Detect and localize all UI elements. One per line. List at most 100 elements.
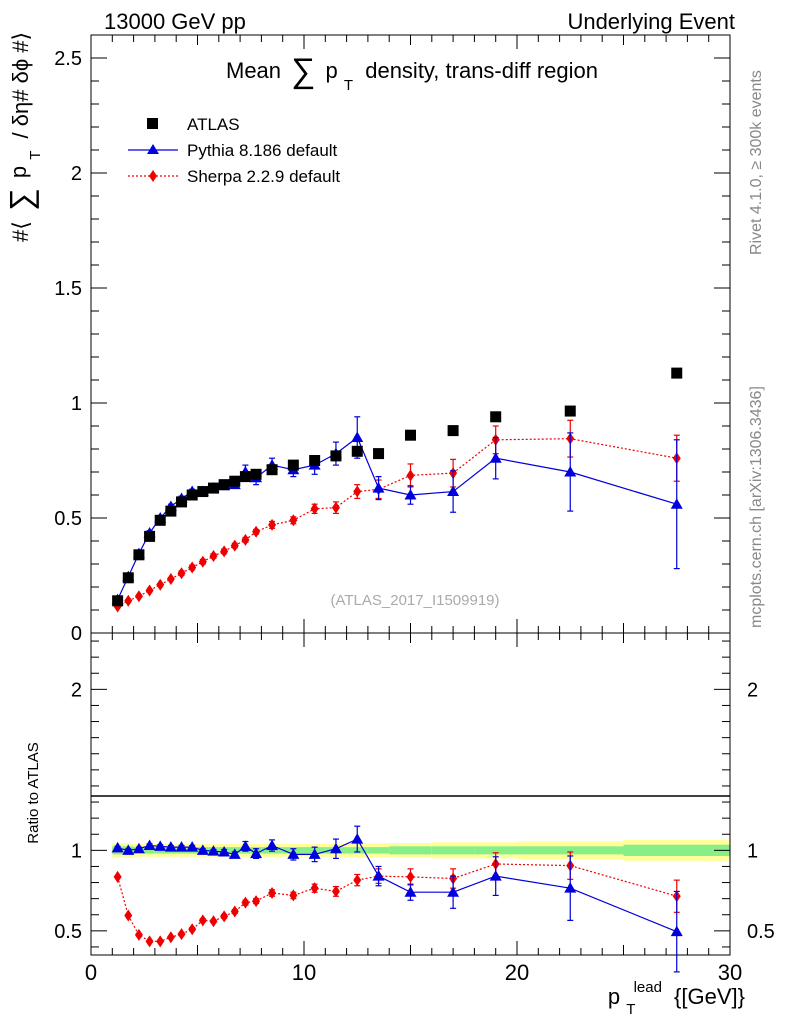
main-data-layer — [111, 367, 683, 613]
data-point-diamond — [220, 910, 229, 923]
y-tick-label: 2.5 — [54, 48, 82, 70]
data-point-diamond — [289, 514, 298, 527]
band-inner-segment — [517, 846, 624, 855]
band-inner-segment — [431, 846, 475, 855]
data-point-square — [197, 486, 209, 498]
data-point-square — [207, 482, 219, 494]
data-point-diamond — [310, 502, 319, 515]
ratio-ylabel: Ratio to ATLAS — [25, 742, 42, 843]
data-point-triangle — [489, 452, 502, 463]
data-point-triangle — [143, 839, 156, 851]
series-line-diamond — [117, 438, 677, 608]
data-point-diamond — [113, 870, 122, 883]
data-point-diamond — [198, 555, 207, 568]
ratio-y-tick-label: 2 — [71, 679, 82, 701]
data-point-diamond — [268, 518, 277, 531]
data-point-square — [351, 445, 363, 457]
data-point-triangle — [111, 841, 124, 853]
data-point-diamond — [310, 882, 319, 895]
data-point-square — [490, 411, 502, 423]
data-point-square — [405, 429, 416, 441]
data-point-triangle — [196, 844, 209, 855]
data-point-square — [165, 505, 177, 517]
data-point-square — [186, 489, 198, 501]
data-point-square — [122, 572, 134, 584]
data-point-diamond — [198, 914, 207, 927]
y-tick-label: 0.5 — [54, 508, 82, 530]
data-point-triangle — [250, 847, 263, 859]
data-point-triangle — [287, 848, 300, 859]
main-ylabel: #⟨ ∑ p T / δη# δϕ #⟩ — [3, 32, 45, 242]
data-point-square — [250, 468, 262, 480]
data-point-diamond — [353, 485, 362, 498]
data-point-diamond — [353, 874, 362, 887]
data-point-triangle — [447, 886, 460, 897]
x-tick-label: 0 — [85, 960, 97, 985]
data-point-diamond — [188, 923, 197, 936]
ylabel-post: / δη# δϕ #⟩ — [8, 32, 33, 139]
analysis-watermark: (ATLAS_2017_I1509919) — [330, 592, 499, 609]
data-point-triangle — [186, 841, 199, 852]
data-point-square — [133, 549, 145, 561]
data-point-triangle — [266, 839, 279, 851]
data-point-diamond — [145, 584, 154, 597]
data-point-diamond — [230, 905, 239, 918]
data-point-triangle — [670, 498, 683, 509]
ylabel-p: p — [6, 166, 31, 178]
legend: ATLAS Pythia 8.186 default Sherpa 2.2.9 … — [128, 115, 340, 186]
data-point-triangle — [122, 844, 135, 855]
ratio-panel: 0 10 20 300.5 0.51 12 2 Ratio to ATLAS p T lea… — [25, 632, 775, 1019]
y-tick-label: 1 — [71, 393, 82, 415]
title-sub: T — [344, 77, 353, 94]
x-tick-label: 20 — [505, 960, 529, 985]
data-point-triangle — [329, 842, 342, 854]
header-right: Underlying Event — [567, 9, 735, 34]
ylabel-pre: #⟨ — [8, 221, 33, 242]
data-point-diamond — [241, 533, 250, 546]
data-point-diamond — [177, 567, 186, 580]
data-point-triangle — [372, 482, 385, 493]
title-post: density, trans-diff region — [365, 58, 598, 83]
data-point-diamond — [406, 870, 415, 883]
data-point-diamond — [289, 889, 298, 902]
data-point-diamond — [156, 935, 165, 948]
data-point-triangle — [404, 489, 417, 500]
data-point-square — [176, 496, 188, 508]
legend-label-pythia: Pythia 8.186 default — [187, 141, 338, 160]
data-point-square — [229, 475, 241, 487]
data-point-square — [564, 405, 576, 417]
series-line-diamond — [117, 863, 677, 942]
legend-label-atlas: ATLAS — [187, 115, 240, 134]
header-left: 13000 GeV pp — [104, 9, 246, 34]
x-tick-label: 30 — [718, 960, 742, 985]
data-point-diamond — [220, 545, 229, 558]
plot-title: Mean ∑ p T density, trans-diff region — [226, 52, 598, 95]
data-point-diamond — [134, 928, 143, 941]
ylabel-sum: ∑ — [3, 188, 39, 211]
data-point-diamond — [241, 896, 250, 909]
band-inner-segment — [389, 846, 432, 855]
main-panel: 0 0.5 1 1.5 2 2.5 Mean ∑ p T density, trans-d… — [3, 32, 731, 645]
data-point-triangle — [175, 841, 188, 852]
data-point-diamond — [230, 539, 239, 552]
ratio-frame — [90, 632, 731, 956]
legend-marker-sherpa — [149, 170, 157, 182]
data-point-triangle — [228, 848, 241, 859]
data-point-diamond — [252, 895, 261, 908]
data-point-diamond — [177, 928, 186, 941]
data-point-diamond — [124, 594, 133, 607]
data-point-triangle — [239, 840, 252, 851]
legend-label-sherpa: Sherpa 2.2.9 default — [187, 167, 340, 186]
data-point-square — [287, 459, 299, 471]
data-point-diamond — [166, 572, 175, 585]
x-axis-label: p T lead {[GeV]} — [608, 972, 745, 1019]
data-point-triangle — [564, 882, 577, 893]
data-point-square — [671, 367, 683, 379]
data-point-diamond — [166, 931, 175, 944]
data-point-square — [330, 450, 342, 462]
data-point-triangle — [372, 870, 385, 881]
legend-marker-pythia — [147, 144, 159, 154]
xlabel-sub: T — [626, 1001, 635, 1018]
xlabel-p: p — [608, 984, 620, 1009]
data-point-diamond — [209, 915, 218, 928]
